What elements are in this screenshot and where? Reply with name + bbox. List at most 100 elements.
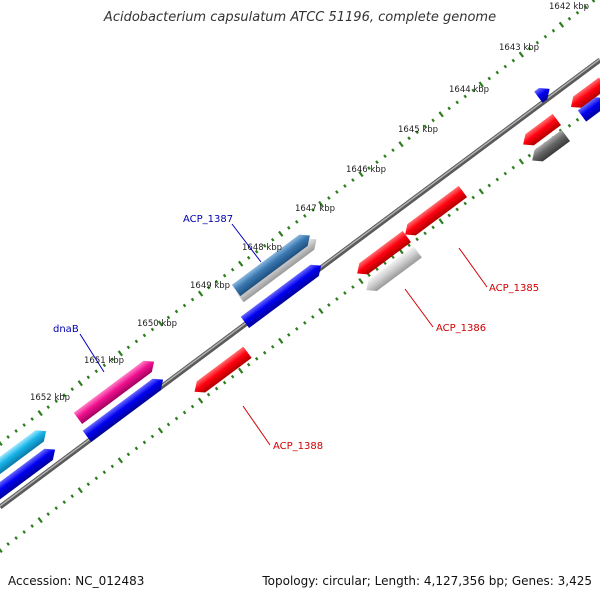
ruler-dot (214, 386, 219, 391)
ruler-dot (62, 500, 67, 505)
gene-cyan[interactable] (0, 425, 50, 479)
ruler-dot (150, 327, 155, 332)
ruler-dot (190, 297, 195, 302)
gene-acp1387[interactable] (231, 230, 314, 297)
ruler-major-tick (478, 81, 484, 88)
ruler-dot (391, 255, 395, 260)
ruler-dot (190, 404, 195, 409)
ruler-dot (543, 34, 548, 39)
ruler-dot (286, 226, 291, 230)
ruler-dot (246, 255, 251, 260)
gene-blue-1[interactable] (240, 260, 326, 328)
ruler-dot (6, 542, 10, 546)
ruler-dot (575, 10, 580, 15)
ruler-dot (367, 166, 371, 170)
ruler-dot (335, 297, 339, 301)
ruler-dot (70, 387, 75, 392)
ruler-dot (327, 196, 331, 200)
ruler-major-tick (0, 546, 3, 554)
ruler-dot (423, 124, 427, 129)
ruler-dot (262, 243, 267, 248)
ruler-dot (102, 470, 107, 475)
ruler-major-tick (358, 278, 364, 285)
ruler-dot (303, 321, 307, 325)
ruler-dot (94, 369, 99, 374)
ruler-dot (567, 16, 572, 21)
ruler-label: 1650 kbp (137, 319, 177, 329)
ruler-dot (6, 435, 10, 439)
ruler-dot (22, 530, 26, 534)
ruler-dot (343, 291, 347, 295)
ruler-dot (206, 392, 211, 397)
ruler-major-tick (318, 307, 324, 315)
ruler-major-tick (37, 410, 43, 417)
ruler-label: 1644 kbp (449, 85, 489, 95)
gene-acp1388[interactable] (190, 346, 252, 398)
gene-red-top[interactable] (567, 77, 600, 112)
gene-blue-small[interactable] (534, 83, 554, 103)
ruler-dot (527, 153, 532, 158)
leader-acp1385 (458, 247, 488, 288)
ruler-major-tick (318, 200, 324, 208)
ruler-label: 1645 kbp (398, 125, 438, 135)
ruler-dot (214, 279, 219, 284)
ruler-dot (343, 184, 347, 188)
ruler-dot (254, 356, 259, 361)
gene-red-b[interactable] (353, 230, 412, 279)
ruler-dot (182, 410, 187, 415)
gene-red-a[interactable] (519, 113, 562, 150)
gene-label-acp1385[interactable]: ACP_1385 (489, 283, 539, 294)
ruler-dot (46, 512, 50, 516)
ruler-dot (351, 178, 355, 182)
gene-blue-2[interactable] (82, 374, 168, 442)
ruler-dot (230, 267, 235, 272)
ruler-dot (30, 524, 34, 528)
ruler-dot (94, 476, 99, 481)
ruler-label: 1651 kbp (84, 356, 124, 366)
genome-summary: Topology: circular; Length: 4,127,356 bp… (262, 574, 592, 588)
gene-label-acp1386[interactable]: ACP_1386 (436, 323, 486, 334)
ruler-major-tick (558, 21, 565, 28)
ruler-dot (503, 171, 508, 176)
gene-acp1386[interactable] (362, 246, 422, 295)
gene-features (0, 77, 600, 501)
ruler-label: 1643 kbp (499, 43, 539, 53)
ruler-major-tick (157, 427, 164, 434)
ruler-dot (270, 237, 275, 242)
gene-blue-3[interactable] (0, 444, 59, 501)
ruler-dot (54, 506, 58, 510)
gene-dnab[interactable] (73, 356, 159, 424)
ruler-dot (295, 327, 299, 331)
ruler-major-tick (157, 320, 164, 327)
gene-blue-top[interactable] (577, 92, 600, 122)
ruler-major-tick (117, 457, 124, 464)
ruler-label: 1642 kbp (549, 2, 589, 12)
ruler-dot (447, 106, 451, 111)
ruler-dot (70, 494, 75, 499)
ruler-dot (431, 225, 435, 230)
ruler-label: 1646 kbp (346, 165, 386, 175)
ruler-dot (335, 190, 339, 194)
ruler-dot (463, 94, 467, 99)
ruler-dot (487, 76, 492, 81)
ruler-dot (286, 333, 291, 337)
leader-acp1387 (231, 223, 262, 263)
gene-label-acp1388[interactable]: ACP_1388 (273, 441, 323, 452)
ruler-dot (62, 393, 67, 398)
ruler-dot (375, 160, 379, 165)
ruler-dot (14, 429, 18, 433)
gene-label-acp1387[interactable]: ACP_1387 (183, 214, 233, 225)
ruler-dot (375, 267, 379, 272)
gene-label-dnab[interactable]: dnaB (53, 324, 79, 335)
ruler-dot (206, 285, 211, 290)
gene-gray[interactable] (528, 129, 571, 166)
ruler-dot (415, 237, 419, 242)
ruler-dot (495, 70, 500, 75)
ruler-dot (583, 4, 588, 9)
ruler-dot (270, 344, 275, 349)
ruler-dot (447, 213, 451, 218)
ruler-dot (30, 417, 34, 421)
gene-acp1385[interactable] (401, 185, 468, 240)
ruler-labels: 1642 kbp 1643 kbp 1644 kbp 1645 kbp 1646… (30, 2, 589, 403)
